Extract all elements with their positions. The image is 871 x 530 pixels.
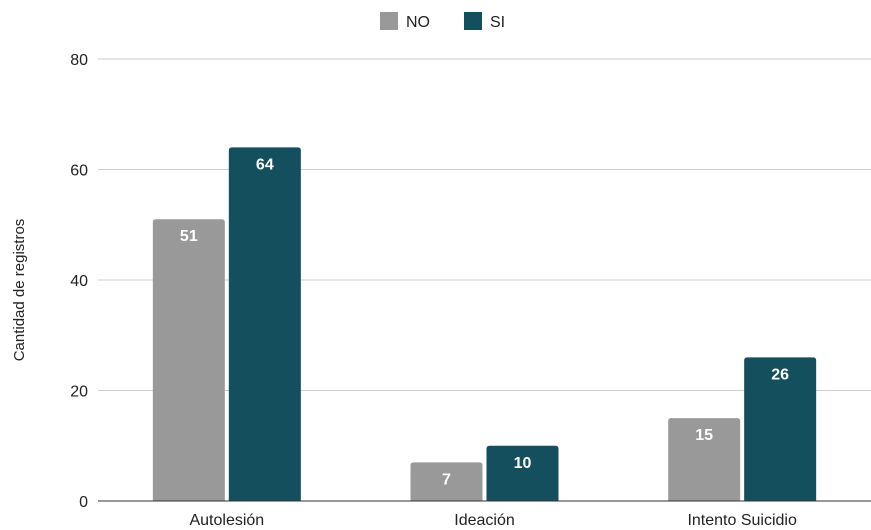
data-label: 15 [695,427,713,444]
bar-no-3 [668,418,741,501]
bar-no-1 [152,219,225,501]
bar-si-2 [486,445,559,501]
data-label: 7 [442,471,451,488]
legend-label-si: SI [490,14,505,31]
bar-si-3 [744,357,817,501]
legend: NO SI [380,12,505,31]
y-tick-label: 0 [79,494,88,511]
data-label: 51 [180,228,198,245]
gridlines [98,58,871,391]
data-label: 26 [771,366,789,383]
data-labels: 51 64 7 10 15 26 [180,156,789,488]
x-tick-label: Autolesión [189,512,264,529]
data-label: 10 [514,455,532,472]
bars [152,147,817,501]
legend-label-no: NO [406,14,430,31]
legend-swatch-no [380,12,398,30]
data-label: 64 [256,156,274,173]
y-tick-label: 80 [70,52,88,69]
y-tick-label: 60 [70,163,88,180]
y-axis-title: Cantidad de registros [11,219,28,362]
x-tick-label: Intento Suicidio [687,512,797,529]
bar-no-2 [410,462,483,501]
y-axis-ticks: 0 20 40 60 80 [70,52,88,511]
x-tick-label: Ideación [454,512,515,529]
x-axis-ticks: Autolesión Ideación Intento Suicidio [189,512,796,529]
y-tick-label: 20 [70,384,88,401]
legend-swatch-si [464,12,482,30]
bar-si-1 [228,147,301,501]
y-tick-label: 40 [70,273,88,290]
